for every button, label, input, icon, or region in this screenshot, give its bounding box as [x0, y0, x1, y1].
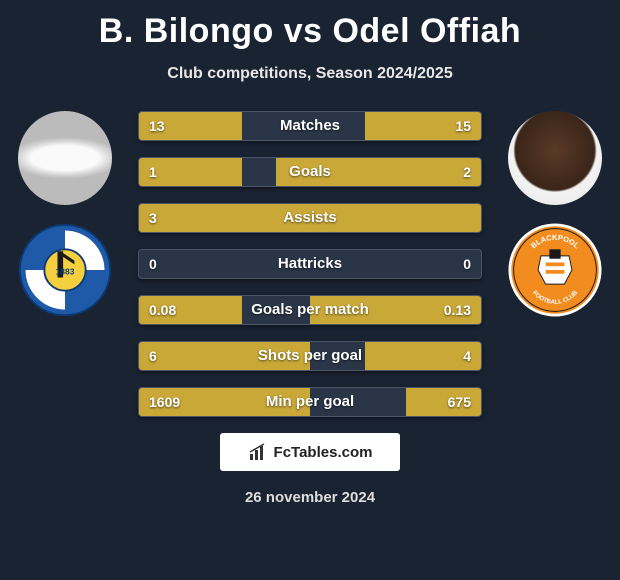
stat-label: Assists: [139, 204, 481, 232]
stat-label: Min per goal: [139, 388, 481, 416]
stat-row: Goals1 2: [138, 157, 482, 187]
comparison-area: 1883 BLACKPOOL FOOTBALL CLUB Matches1315…: [0, 111, 620, 417]
subtitle: Club competitions, Season 2024/2025: [0, 65, 620, 83]
stat-row: Min per goal1609 675: [138, 387, 482, 417]
stat-value-left: 0.08: [149, 296, 176, 324]
stat-value-right: 4: [463, 342, 471, 370]
branding-badge: FcTables.com: [220, 433, 400, 471]
page-title: B. Bilongo vs Odel Offiah: [0, 0, 620, 51]
stat-row: Assists3: [138, 203, 482, 233]
stat-label: Hattricks: [139, 250, 481, 278]
stat-label: Goals per match: [139, 296, 481, 324]
stat-label: Matches: [139, 112, 481, 140]
branding-text: FcTables.com: [274, 444, 373, 461]
stat-value-left: 0: [149, 250, 157, 278]
stat-label: Goals: [139, 158, 481, 186]
stat-row: Hattricks0 0: [138, 249, 482, 279]
left-player-photo: [18, 111, 112, 205]
right-club-badge: BLACKPOOL FOOTBALL CLUB: [508, 223, 602, 317]
right-player-column: BLACKPOOL FOOTBALL CLUB: [500, 111, 610, 317]
stat-value-right: 0: [463, 250, 471, 278]
svg-text:1883: 1883: [56, 267, 75, 277]
stat-value-right: 15: [455, 112, 471, 140]
stat-value-right: 675: [448, 388, 471, 416]
stat-value-left: 3: [149, 204, 157, 232]
stat-value-left: 6: [149, 342, 157, 370]
stat-row: Goals per match0.08 0.13: [138, 295, 482, 325]
right-player-photo: [508, 111, 602, 205]
stat-value-left: 1609: [149, 388, 180, 416]
stat-row: Matches13 15: [138, 111, 482, 141]
branding-icon: [248, 442, 268, 462]
stat-row: Shots per goal6 4: [138, 341, 482, 371]
stat-label: Shots per goal: [139, 342, 481, 370]
left-club-badge: 1883: [18, 223, 112, 317]
stat-value-right: 0.13: [444, 296, 471, 324]
date-line: 26 november 2024: [0, 489, 620, 506]
left-player-column: 1883: [10, 111, 120, 317]
stat-value-left: 1: [149, 158, 157, 186]
stat-bars: Matches13 15 Goals1 2 Assists3 Hattricks0 0 Goa…: [138, 111, 482, 417]
stat-value-right: 2: [463, 158, 471, 186]
stat-value-left: 13: [149, 112, 165, 140]
